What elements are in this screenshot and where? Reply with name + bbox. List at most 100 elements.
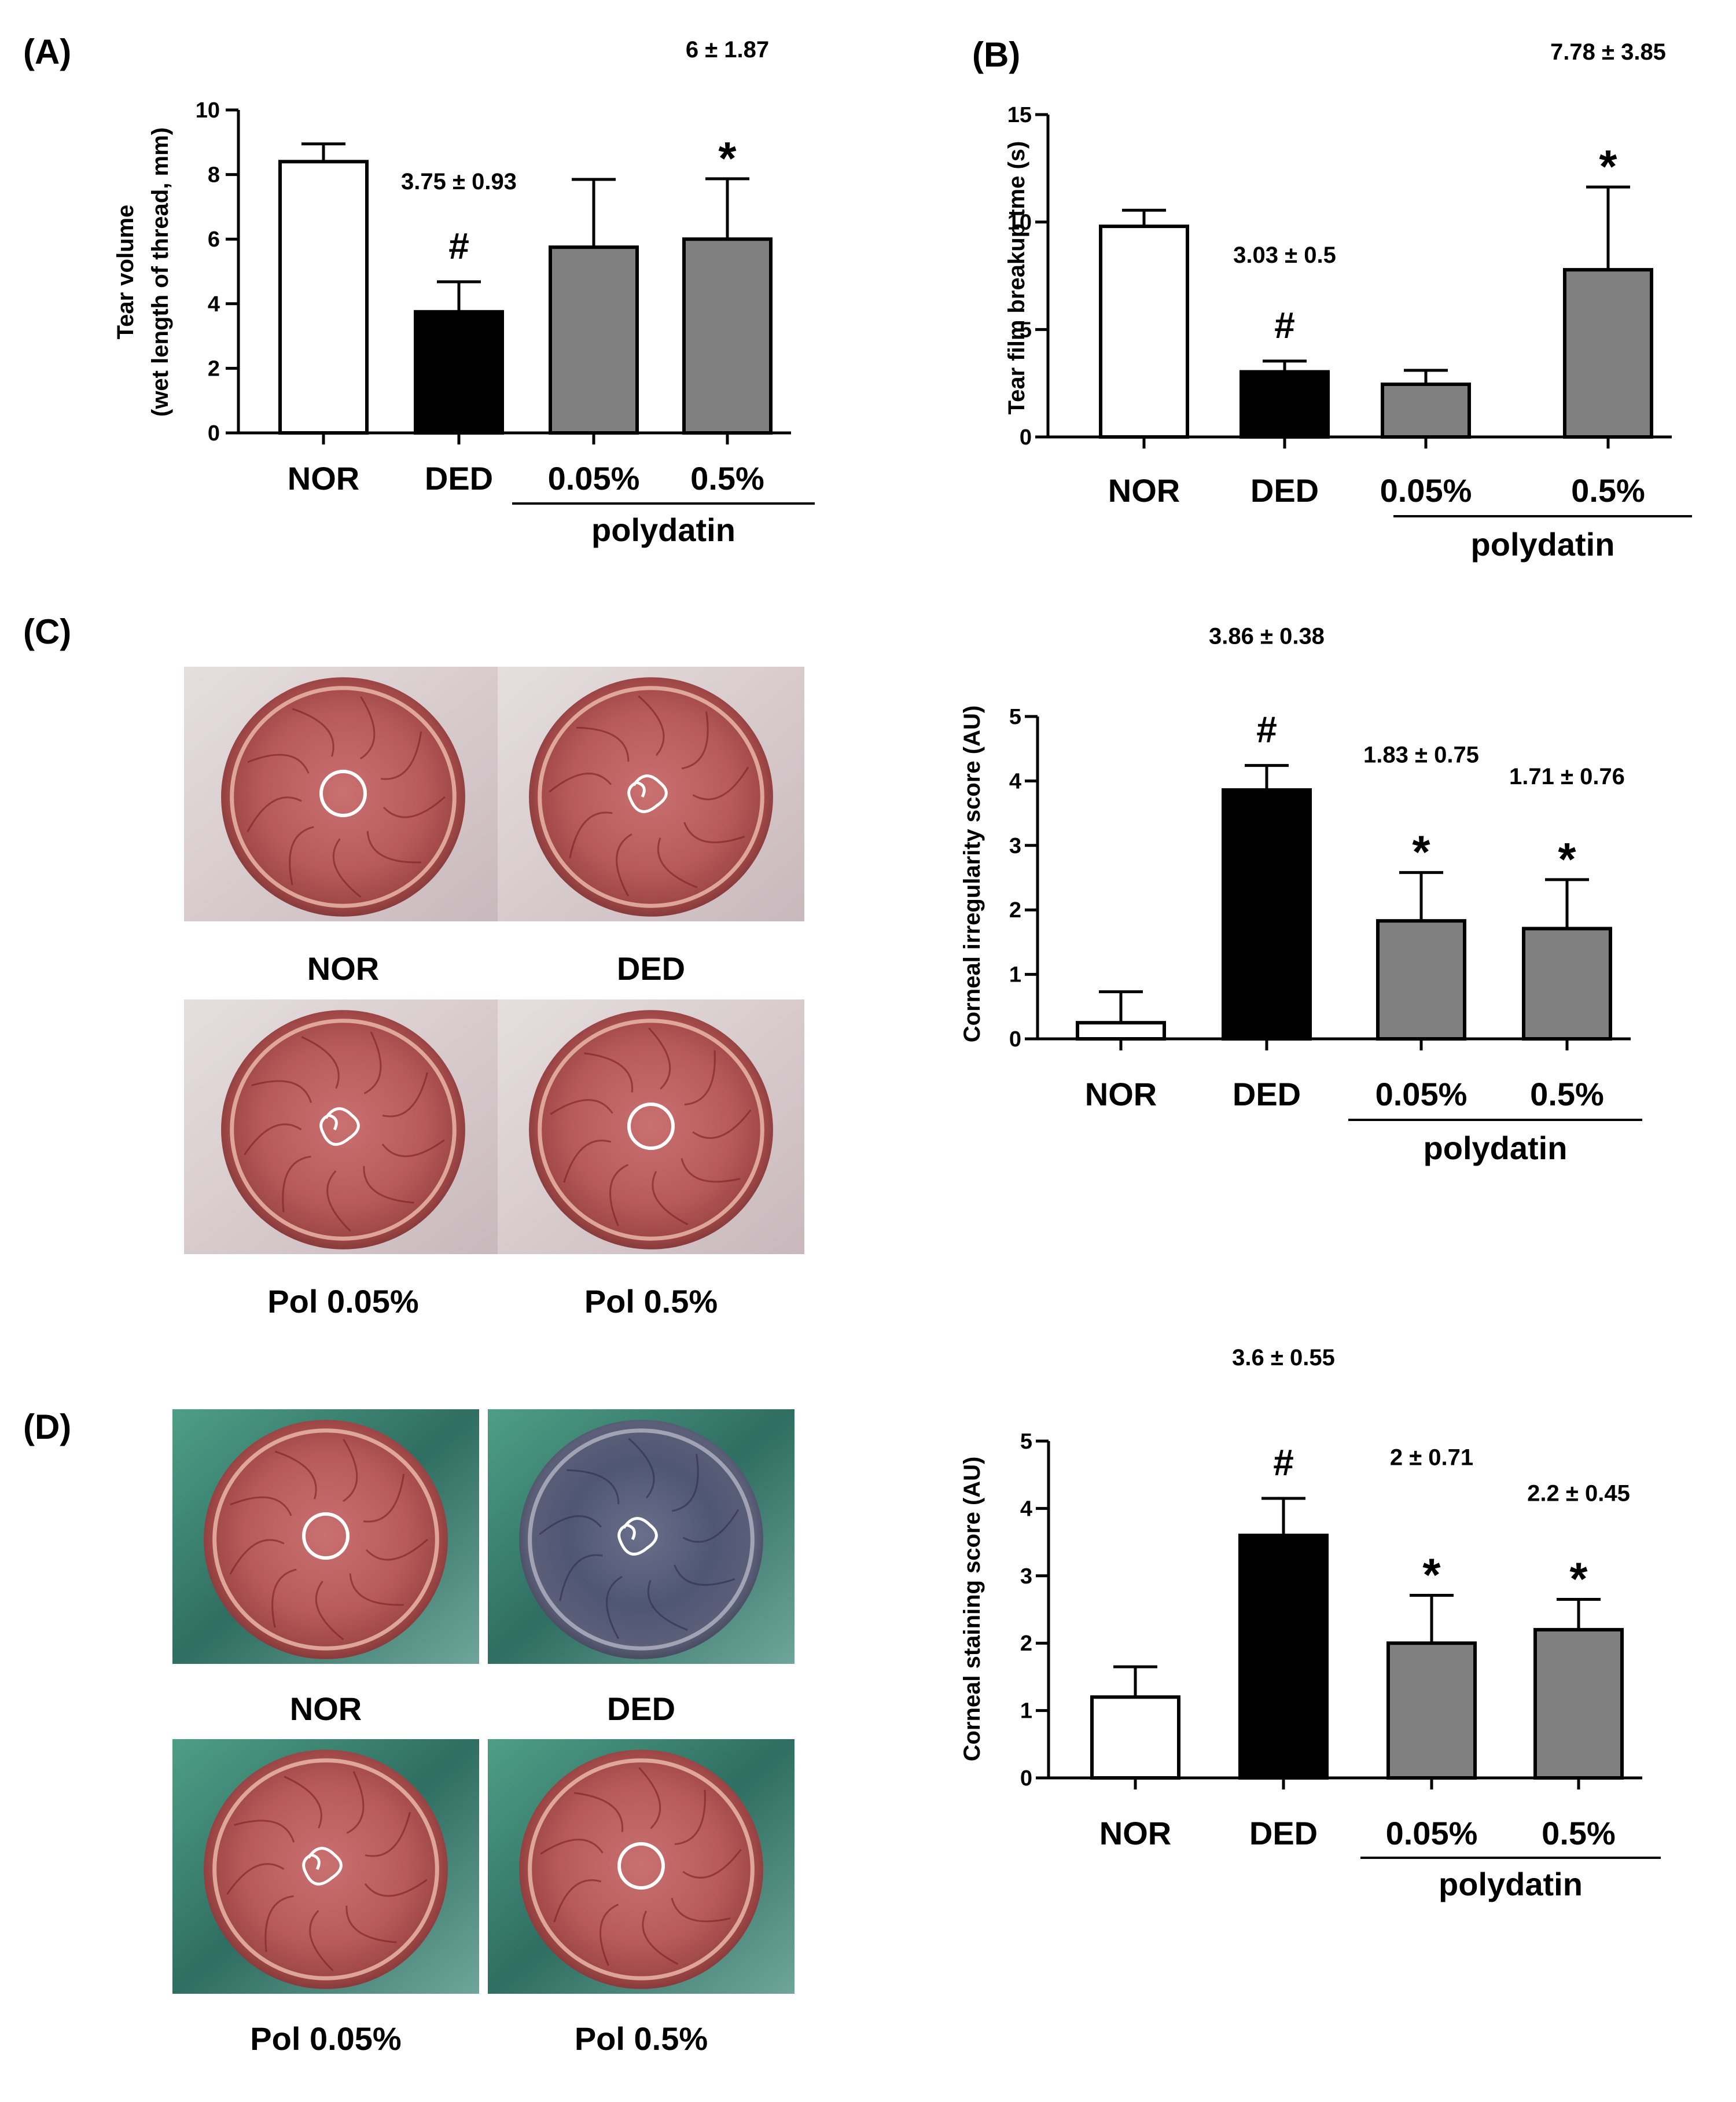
photo-grid-irregularity: NOR DED Pol 0.05% Pol 0.5%: [184, 667, 804, 1320]
ring-reflection: [627, 1103, 675, 1150]
y-tick-label: 0: [1020, 1766, 1032, 1791]
chart-tear-film-breakup: 0 5 10 15 Tear film breakup tme (s) NOR #3.03 …: [1004, 39, 1692, 563]
photo-grid-staining: NOR DED Pol 0.05% Pol 0.5%: [172, 1409, 795, 2057]
bar-0.5%: [1533, 1627, 1624, 1780]
category-label: DED: [1233, 1076, 1301, 1112]
category-label: NOR: [1108, 472, 1180, 509]
limbus-ring: [538, 1019, 764, 1241]
blood-vessel: [674, 1564, 735, 1586]
blood-vessel: [682, 1849, 742, 1879]
blood-vessel: [363, 1031, 382, 1094]
y-tick-label: 3: [1020, 1564, 1032, 1589]
bar-0.05%: [1376, 919, 1466, 1041]
blood-vessel: [345, 1905, 397, 1943]
blood-vessel: [289, 826, 314, 885]
blood-vessel: [583, 1052, 634, 1093]
blood-vessel: [226, 1863, 285, 1895]
ring-reflection-irregular: [617, 1517, 658, 1556]
mean-sd-annotation: 1.71 ± 0.76: [1509, 764, 1625, 789]
blood-vessel: [681, 711, 709, 770]
category-label: 0.05%: [548, 460, 640, 497]
y-axis-label: Tear film breakup tme (s): [1004, 141, 1029, 415]
photo-label: DED: [607, 1691, 675, 1727]
category-label: DED: [1249, 1815, 1318, 1851]
blood-vessel: [692, 1109, 752, 1139]
y-tick-label: 15: [1007, 103, 1032, 127]
significance-star: *: [1599, 141, 1617, 192]
y-axis-label: Tear volume: [113, 205, 138, 340]
y-axis-label: Corneal irregularity score (AU): [959, 705, 985, 1042]
cornea: [519, 1750, 763, 1989]
y-tick-label: 5: [1009, 705, 1021, 729]
blood-vessel: [599, 1903, 619, 1967]
blood-vessel: [681, 1158, 741, 1183]
panel-label-b: (B): [972, 35, 1020, 74]
significance-star: *: [1422, 1549, 1441, 1601]
ring-reflection: [302, 1512, 350, 1560]
mean-sd-annotation: 3.03 ± 0.5: [1233, 242, 1336, 268]
bar-0.5%: [1563, 268, 1653, 439]
y-tick-label: 1: [1020, 1699, 1032, 1724]
y-tick-label: 5: [1020, 318, 1032, 342]
photo-label: NOR: [307, 950, 379, 987]
y-tick-label: 2: [208, 357, 220, 381]
bar-0.05%: [1386, 1641, 1477, 1780]
limbus-ring: [528, 1758, 755, 1980]
y-tick-label: 2: [1009, 898, 1021, 923]
blood-vessel: [346, 1771, 365, 1834]
ring-reflection: [617, 1842, 665, 1890]
blood-vessel: [271, 1568, 297, 1628]
panel-label-d: (D): [23, 1408, 71, 1446]
blood-vessel: [332, 838, 362, 898]
y-tick-label: 8: [208, 163, 220, 188]
blood-vessel: [553, 1879, 602, 1923]
blood-vessel: [244, 1123, 302, 1155]
bar-0.5%: [682, 237, 773, 435]
significance-hash: #: [1256, 709, 1277, 751]
blood-vessel: [301, 1036, 340, 1089]
bar-DED: [1222, 788, 1312, 1041]
limbus-ring: [528, 1428, 755, 1651]
blood-vessel: [674, 1789, 706, 1846]
group-label: polydatin: [591, 512, 735, 548]
panel-label-c: (C): [23, 612, 71, 651]
cornea: [204, 1420, 448, 1659]
category-label: DED: [425, 460, 493, 497]
cornea: [529, 677, 773, 917]
blood-vessel: [573, 1792, 624, 1832]
category-label: 0.05%: [1375, 1076, 1467, 1112]
photo-label: Pol 0.05%: [250, 2020, 401, 2057]
blood-vessel: [381, 1139, 445, 1157]
chart-corneal-irregularity: 0 1 2 3 4 5 Corneal irregularity score (AU) NOR…: [959, 624, 1642, 1166]
y-tick-label: 6: [208, 227, 220, 252]
blood-vessel: [576, 726, 630, 762]
blood-vessel: [683, 822, 745, 843]
chart-corneal-staining: 0 1 2 3 4 5 Corneal staining score (AU) NOR #3.6…: [959, 1345, 1661, 1902]
blood-vessel: [315, 1581, 344, 1641]
limbus-ring: [538, 686, 764, 908]
cornea: [519, 1420, 763, 1659]
bar-0.05%: [549, 245, 639, 435]
ring-reflection-irregular: [319, 1107, 360, 1146]
y-tick-label: 4: [1020, 1497, 1032, 1521]
significance-hash: #: [1273, 1442, 1294, 1483]
cornea: [204, 1750, 448, 1989]
blood-vessel: [363, 1473, 405, 1523]
y-tick-label: 5: [1020, 1429, 1032, 1454]
limbus-ring: [230, 686, 457, 908]
significance-star: *: [1569, 1553, 1588, 1605]
photo-label: NOR: [290, 1691, 362, 1727]
category-label: NOR: [1085, 1076, 1157, 1112]
blood-vessel: [382, 1072, 428, 1118]
blood-vessel: [264, 1895, 294, 1952]
blood-vessel: [229, 1539, 285, 1575]
blood-vessel: [628, 1438, 655, 1499]
blood-vessel: [652, 1171, 689, 1226]
photo-label: Pol 0.05%: [267, 1283, 418, 1320]
blood-vessel: [292, 708, 334, 757]
blood-vessel: [671, 1454, 699, 1512]
y-tick-label: 4: [1009, 769, 1021, 793]
blood-vessel: [549, 773, 612, 793]
ring-reflection-irregular: [627, 774, 668, 813]
mean-sd-annotation: 2.2 ± 0.45: [1527, 1481, 1630, 1506]
